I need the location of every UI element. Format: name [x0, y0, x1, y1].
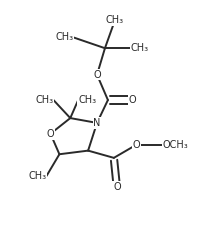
- Text: O: O: [47, 129, 54, 139]
- Text: O: O: [133, 140, 140, 150]
- Text: OCH₃: OCH₃: [162, 140, 188, 150]
- Text: O: O: [129, 95, 136, 105]
- Text: CH₃: CH₃: [35, 95, 53, 105]
- Text: O: O: [113, 182, 121, 192]
- Text: CH₃: CH₃: [78, 95, 96, 105]
- Text: CH₃: CH₃: [106, 15, 124, 26]
- Text: CH₃: CH₃: [55, 32, 73, 42]
- Text: O: O: [93, 70, 101, 80]
- Text: CH₃: CH₃: [131, 43, 149, 53]
- Text: CH₃: CH₃: [28, 171, 47, 181]
- Text: N: N: [93, 118, 101, 128]
